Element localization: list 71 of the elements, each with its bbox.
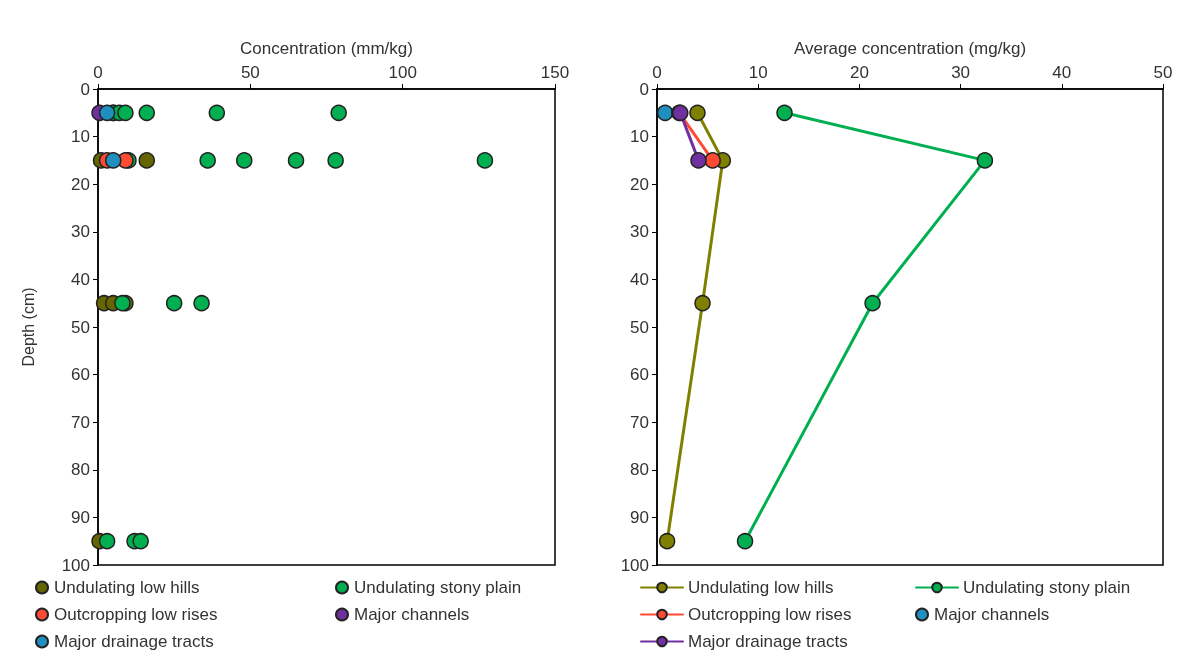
point: [287, 152, 305, 169]
point: [694, 294, 711, 312]
x-tick-label: 20: [849, 63, 869, 82]
y-tick-label: 40: [71, 269, 90, 289]
legend-label: Outcropping low rises: [54, 605, 218, 624]
point: [98, 104, 116, 122]
y-tick-label: 40: [630, 269, 649, 289]
y-tick-label: 50: [630, 317, 649, 337]
y-tick-label: 80: [630, 460, 649, 480]
point: [704, 152, 721, 169]
legend-label: Undulating low hills: [54, 578, 200, 597]
y-tick-label: 50: [71, 317, 90, 337]
legend-label: Outcropping low rises: [688, 605, 852, 624]
x-tick-label: 0: [93, 63, 103, 82]
y-tick-label: 100: [61, 555, 90, 575]
x-tick-label: 100: [388, 63, 417, 82]
point: [117, 104, 134, 122]
x-tick-label: 0: [652, 63, 662, 82]
point: [330, 104, 347, 122]
point: [656, 104, 674, 122]
y-tick-label: 0: [80, 79, 90, 99]
legend-label: Major drainage tracts: [688, 632, 848, 651]
point: [658, 532, 676, 550]
y-tick-label: 0: [639, 79, 649, 99]
y-tick-label: 90: [71, 507, 90, 527]
point: [165, 294, 183, 312]
point: [689, 104, 706, 122]
y-tick-label: 100: [620, 555, 649, 575]
y-tick-label: 80: [71, 460, 90, 480]
point: [208, 104, 226, 122]
point: [199, 152, 216, 169]
legend-label: Undulating stony plain: [354, 578, 522, 597]
y-tick-label: 10: [71, 127, 90, 147]
y-tick-label: 70: [71, 412, 90, 432]
x-tick-label: 150: [540, 63, 570, 82]
x-axis-title: Concentration (mm/kg): [240, 39, 413, 58]
point: [138, 104, 155, 122]
point: [476, 152, 494, 169]
point: [736, 532, 754, 550]
point: [690, 152, 707, 169]
legend-label: Undulating low hills: [688, 578, 834, 597]
point: [236, 152, 253, 169]
y-tick-label: 20: [630, 174, 649, 194]
y-tick-label: 60: [630, 365, 649, 385]
y-tick-label: 30: [630, 222, 649, 242]
legend-label: Undulating stony plain: [963, 578, 1131, 597]
x-axis-title: Average concentration (mg/kg): [793, 39, 1027, 58]
x-tick-label: 10: [748, 63, 768, 82]
point: [976, 152, 994, 169]
x-tick-label: 50: [240, 63, 260, 82]
y-axis-title: Depth (cm): [19, 287, 37, 367]
point: [98, 532, 116, 550]
legend-label: Major channels: [354, 605, 470, 624]
point: [193, 294, 210, 312]
x-tick-label: 40: [1052, 63, 1072, 82]
y-tick-label: 70: [630, 412, 649, 432]
y-tick-label: 20: [71, 174, 90, 194]
y-tick-label: 60: [71, 365, 90, 385]
x-tick-label: 30: [951, 63, 971, 82]
point: [138, 152, 155, 169]
legend-label: Major drainage tracts: [54, 632, 214, 651]
point: [327, 152, 344, 169]
point: [864, 294, 881, 312]
y-tick-label: 90: [630, 507, 649, 527]
point: [776, 104, 793, 122]
legend-label: Major channels: [934, 605, 1050, 624]
point: [105, 152, 122, 169]
point: [132, 532, 149, 550]
y-tick-label: 10: [630, 127, 649, 147]
y-tick-label: 30: [71, 222, 90, 242]
x-tick-label: 50: [1153, 63, 1173, 82]
